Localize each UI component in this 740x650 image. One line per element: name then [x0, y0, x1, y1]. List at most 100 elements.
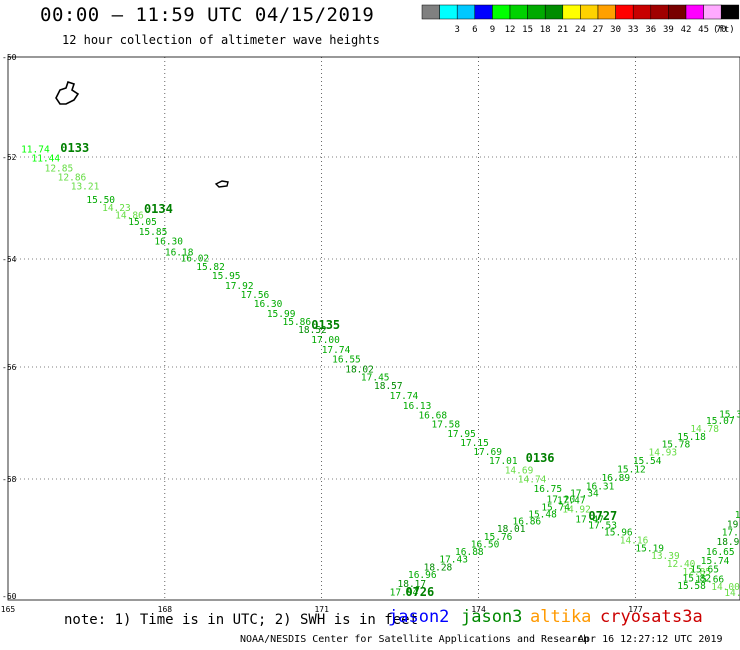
- wave-height-point: 18.57: [374, 381, 403, 392]
- wave-height-point: 14.78: [690, 424, 719, 435]
- wave-height-point: 16.18: [165, 247, 194, 258]
- pass-time-label: 0727: [588, 509, 617, 523]
- pass-time-label: 0136: [526, 451, 555, 465]
- wave-height-point: 18.28: [424, 562, 453, 573]
- color-scale-label: 42: [681, 25, 692, 35]
- x-tick-label: 171: [314, 605, 329, 612]
- footer-note: note: 1) Time is in UTC; 2) SWH is in fe…: [64, 612, 419, 628]
- wave-height-point: 17.58: [432, 419, 461, 430]
- wave-height-map: 165 168 171 174 177 -50 -52 -54 -56 -58 -60 11.7411…: [1, 53, 740, 612]
- wave-height-point: 15.50: [86, 195, 115, 206]
- wave-height-point: 18.99: [716, 537, 740, 548]
- wave-height-point: 16.89: [601, 473, 630, 484]
- color-scale-label: 9: [490, 25, 495, 35]
- color-scale-label: 12: [505, 25, 516, 35]
- wave-height-point: 16.31: [586, 482, 615, 493]
- wave-height-point: 18.01: [497, 524, 526, 535]
- wave-height-point: 16.68: [418, 411, 447, 422]
- color-scale-label: 18: [540, 25, 551, 35]
- wave-height-point: 16.30: [254, 299, 283, 310]
- color-scale-label: 27: [593, 25, 604, 35]
- y-tick-label: -58: [2, 475, 17, 484]
- wave-height-point: 18.52: [298, 325, 327, 336]
- color-scale-swatch: [720, 4, 740, 20]
- x-tick-label: 165: [1, 605, 16, 612]
- y-tick-label: -56: [2, 363, 17, 372]
- wave-height-point: 17.69: [473, 447, 502, 458]
- wave-height-point: 17.53: [588, 521, 617, 532]
- wave-height-point: 16.55: [332, 355, 361, 366]
- wave-height-point: 15.82: [196, 262, 225, 273]
- wave-height-point: 13.21: [71, 182, 100, 193]
- wave-height-point: 15.86: [283, 317, 312, 328]
- pass-time-label: 0726: [405, 585, 434, 599]
- satellite-label-s3a: s3a: [672, 607, 703, 627]
- wave-height-point: 15.31: [719, 409, 740, 420]
- wave-height-point: 17.20: [547, 494, 576, 505]
- wave-height-point: 15.99: [267, 309, 296, 320]
- wave-height-point: 17.45: [361, 372, 390, 383]
- wave-height-point: 17.74: [390, 391, 419, 402]
- wave-height-point: 12.85: [682, 567, 711, 578]
- wave-height-point: 15.54: [633, 456, 662, 467]
- chart-subtitle: 12 hour collection of altimeter wave hei…: [62, 33, 380, 47]
- pass-time-label: 0135: [311, 318, 340, 332]
- map-frame: [7, 56, 740, 601]
- wave-height-point: 15.82: [682, 573, 711, 584]
- wave-height-point: 17.56: [241, 290, 270, 301]
- wave-height-point: 16.75: [533, 484, 562, 495]
- color-scale-label: 24: [575, 25, 586, 35]
- wave-height-point: 13.39: [651, 551, 680, 562]
- wave-height-point: 16.50: [471, 539, 500, 550]
- wave-height-point: 15.07: [706, 416, 735, 427]
- wave-height-point: 11.44: [32, 154, 61, 165]
- island-outline: [55, 80, 80, 105]
- color-scale-label: 15: [522, 25, 533, 35]
- wave-height-point: 14.00: [711, 582, 740, 593]
- color-scale-label: 6: [472, 25, 477, 35]
- pass-time-label: 0134: [144, 202, 173, 216]
- island-outline: [214, 180, 229, 188]
- wave-height-point: 15.05: [128, 217, 157, 228]
- y-tick-label: -54: [2, 255, 17, 264]
- satellite-label-jason2: jason2: [388, 607, 450, 627]
- wave-height-point: 17.74: [322, 345, 351, 356]
- color-scale-unit: (ft): [713, 25, 735, 35]
- wave-height-point: 15.18: [677, 432, 706, 443]
- wave-height-point: 15.76: [484, 532, 513, 543]
- wave-height-point: 17.43: [439, 555, 468, 566]
- wave-height-point: 16.02: [181, 254, 210, 265]
- wave-height-point: 12.86: [58, 172, 87, 183]
- color-scale-label: 39: [663, 25, 674, 35]
- y-tick-label: -50: [2, 53, 17, 62]
- wave-height-point: 15.78: [662, 440, 691, 451]
- color-scale-label: 70: [716, 25, 727, 35]
- pass-time-label: 0133: [60, 141, 89, 155]
- wave-height-point: 14.74: [518, 475, 547, 486]
- x-tick-label: 174: [471, 605, 486, 612]
- satellite-label-cryosat: cryosat: [600, 607, 672, 627]
- wave-height-point: 15.66: [696, 575, 725, 586]
- wave-height-point: 17.15: [460, 438, 489, 449]
- wave-height-point: 17.94: [390, 587, 419, 598]
- wave-height-point: 11.74: [21, 145, 50, 156]
- wave-height-point: 15.48: [528, 510, 557, 521]
- footer-timestamp: Apr 16 12:27:12 UTC 2019: [578, 634, 723, 645]
- wave-height-point: 17.95: [447, 429, 476, 440]
- wave-height-point: 14.93: [649, 447, 678, 458]
- footer-credit: NOAA/NESDIS Center for Satellite Applica…: [240, 634, 590, 645]
- chart-title: 00:00 – 11:59 UTC 04/15/2019: [40, 4, 375, 26]
- wave-height-point: 17.90: [735, 510, 740, 521]
- wave-height-point: 17.47: [575, 514, 604, 525]
- wave-height-point: 16.86: [513, 517, 542, 528]
- wave-height-point: 19.42: [727, 520, 740, 531]
- wave-height-point: 15.95: [212, 271, 241, 282]
- wave-height-point: 12.85: [45, 163, 74, 174]
- wave-height-point: 16.65: [706, 547, 735, 558]
- wave-height-point: 17.00: [311, 335, 340, 346]
- wave-height-point: 16.13: [403, 401, 432, 412]
- color-scale-label: 36: [645, 25, 656, 35]
- wave-height-point: 14.86: [115, 211, 144, 222]
- satellite-label-jason3: jason3: [461, 607, 523, 627]
- satellite-label-altika: altika: [530, 607, 592, 627]
